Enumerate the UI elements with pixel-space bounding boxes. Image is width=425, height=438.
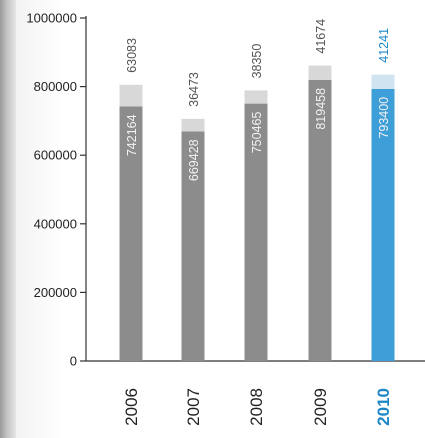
bar-segment-main [181,131,205,361]
bar-value-label-top: 36473 [187,72,201,107]
bar-value-label-top: 63083 [125,38,139,73]
y-tick-label: 1000000 [26,11,77,26]
y-tick-label: 0 [70,354,77,369]
bar-segment-top [244,90,268,104]
y-tick-label: 400000 [34,216,77,231]
y-tick-label: 600000 [34,148,77,163]
x-tick-label: 2006 [122,388,141,426]
bar-segment-top [308,65,332,80]
bar-segment-main [371,88,395,361]
bar-value-label-main: 669428 [187,139,201,181]
bar-value-label-main: 793400 [377,97,391,139]
paper-background [16,0,425,438]
bar-value-label-top: 41674 [314,19,328,54]
bar-segment-top [181,118,205,132]
y-tick-label: 800000 [34,79,77,94]
x-tick-label: 2008 [247,388,266,426]
bar-value-label-top: 41241 [377,28,391,63]
bar-segment-main [119,106,143,361]
bars-group: 742164 63083 669428 36473 750465 38350 819458 4… [119,19,395,361]
bar-value-label-top: 38350 [250,44,264,79]
page-binding-shadow [0,0,16,438]
bar-segment-main [308,79,332,361]
bar-value-label-main: 819458 [314,88,328,130]
bar-segment-top [119,84,143,107]
x-tick-label: 2010 [374,388,393,426]
y-tick-label: 200000 [34,285,77,300]
x-tick-label: 2009 [311,388,330,426]
x-tick-label: 2007 [184,388,203,426]
bar-segment-main [244,103,268,361]
bar-segment-top [371,74,395,89]
bar-value-label-main: 742164 [125,114,139,156]
bar-value-label-main: 750465 [250,112,264,154]
x-tick-labels-group: 2006 2007 2008 2009 2010 [122,388,393,426]
y-ticks-group: 0 200000 400000 600000 800000 1000000 [26,11,86,369]
